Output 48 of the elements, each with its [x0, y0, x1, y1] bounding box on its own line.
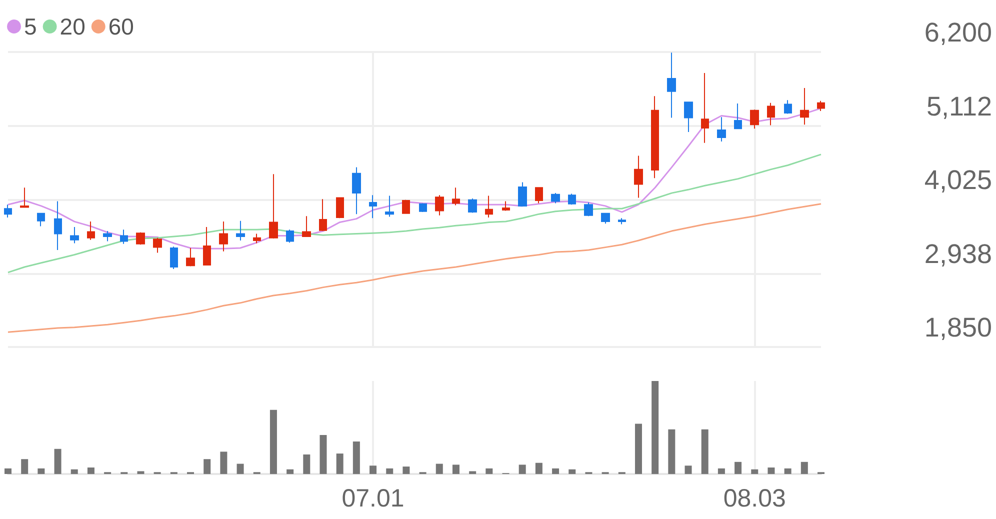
bar [718, 468, 725, 474]
bar [652, 381, 659, 474]
x-tick-label: 08.03 [723, 484, 786, 512]
bar [38, 468, 45, 474]
bar [21, 459, 28, 474]
bar [469, 471, 476, 474]
bar [204, 459, 211, 474]
bar [220, 452, 228, 474]
bar [270, 410, 277, 474]
bar [70, 469, 78, 474]
bar [784, 468, 792, 474]
y-tick-label: 1,850 [924, 312, 992, 342]
y-tick-label: 6,200 [924, 18, 992, 48]
bar [684, 466, 692, 474]
legend-label: 20 [60, 14, 86, 40]
bar [54, 448, 62, 474]
bar [137, 471, 144, 474]
bar [568, 469, 576, 474]
bar [634, 424, 642, 474]
bar [336, 454, 344, 474]
bar [701, 429, 708, 474]
y-tick-label: 5,112 [926, 91, 992, 122]
bar [734, 462, 742, 474]
bar [320, 434, 327, 474]
bar [552, 468, 560, 474]
bar [303, 454, 310, 474]
legend-label: 5 [24, 14, 37, 40]
bar [386, 468, 394, 474]
bar [768, 467, 775, 474]
legend-label: 60 [108, 14, 134, 40]
bar [668, 429, 676, 474]
bar [402, 466, 410, 474]
bar [436, 464, 443, 474]
bar [486, 468, 493, 474]
y-tick-label: 4,025 [924, 165, 992, 195]
bar [352, 441, 360, 474]
bar [518, 464, 526, 474]
bar [452, 464, 460, 474]
bar [370, 466, 377, 474]
bar [535, 462, 542, 474]
bar [286, 469, 294, 474]
bar [4, 468, 12, 474]
bar [87, 467, 94, 474]
bar [800, 462, 808, 474]
bar [751, 469, 758, 474]
bar [236, 464, 244, 474]
x-tick-label: 07.01 [342, 484, 404, 512]
y-tick-label: 2,938 [924, 238, 992, 269]
